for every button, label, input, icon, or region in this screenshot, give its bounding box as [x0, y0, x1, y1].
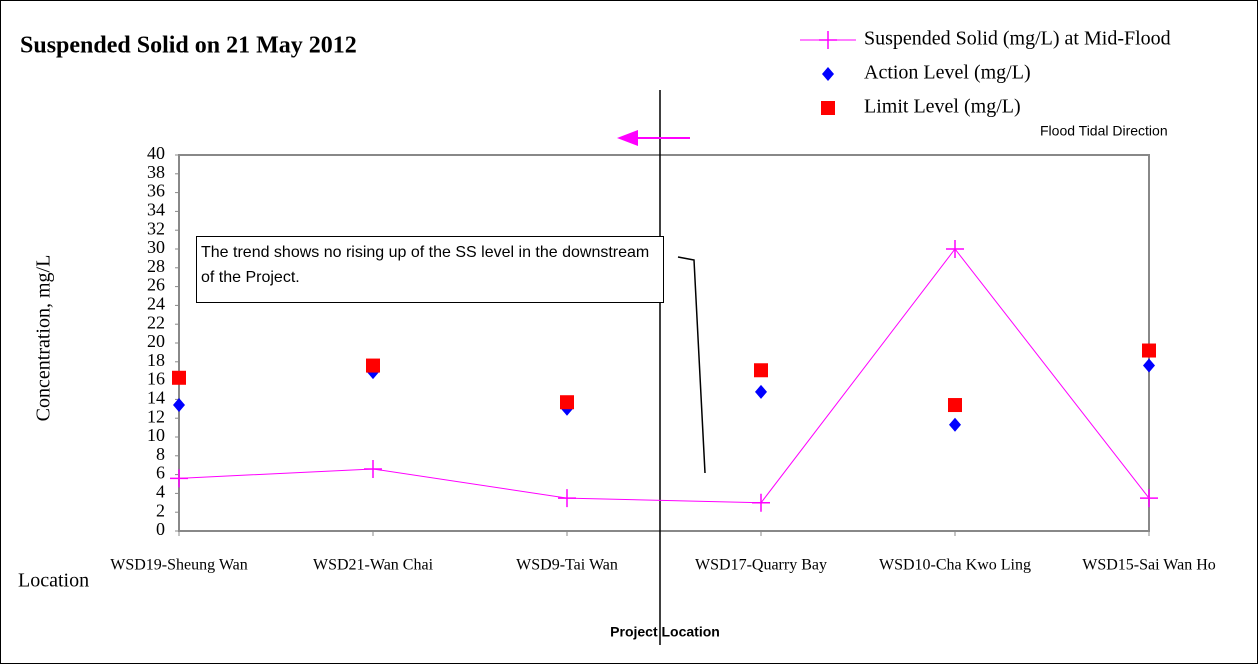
marker-square	[366, 358, 380, 373]
marker-plus	[558, 489, 576, 508]
x-tick-label: WSD9-Tai Wan	[516, 557, 618, 574]
x-tick-label: WSD21-Wan Chai	[313, 557, 434, 574]
marker-diamond	[949, 417, 961, 432]
y-tick-label: 24	[147, 294, 165, 314]
marker-plus	[946, 240, 964, 258]
y-tick-label: 6	[156, 463, 165, 483]
y-tick-label: 26	[147, 275, 165, 295]
x-tick-label: WSD15-Sai Wan Ho	[1082, 557, 1216, 574]
chart-title: Suspended Solid on 21 May 2012	[20, 33, 357, 59]
x-tick-label: WSD17-Quarry Bay	[695, 557, 827, 574]
legend-marker	[822, 67, 834, 81]
marker-square	[560, 395, 574, 410]
y-tick-label: 14	[147, 388, 165, 408]
project-location: Project Location	[610, 624, 720, 640]
y-tick-label: 22	[147, 312, 165, 332]
y-tick-label: 32	[147, 218, 165, 238]
marker-square	[172, 370, 186, 385]
y-tick-label: 20	[147, 331, 165, 351]
y-tick-label: 40	[147, 143, 165, 163]
y-tick-label: 8	[156, 444, 165, 464]
y-tick-label: 2	[156, 500, 165, 520]
marker-square	[1142, 343, 1156, 358]
y-tick-label: 30	[147, 237, 165, 257]
marker-plus	[1140, 489, 1158, 508]
legend-label: Suspended Solid (mg/L) at Mid-Flood	[864, 28, 1171, 50]
x-tick-label: WSD19-Sheung Wan	[110, 557, 248, 574]
legend-marker	[819, 31, 837, 49]
y-tick-label: 0	[156, 519, 165, 539]
y-tick-label: 12	[147, 406, 165, 426]
marker-diamond	[755, 384, 767, 399]
callout-leader	[677, 256, 706, 474]
y-tick-label: 28	[147, 256, 165, 276]
callout: The trend shows no rising up of the SS l…	[196, 236, 664, 303]
marker-plus	[752, 493, 770, 512]
flood-direction: Flood Tidal Direction	[1040, 123, 1168, 139]
callout-text: The trend shows no rising up of the SS l…	[196, 236, 664, 303]
series-line	[178, 248, 1150, 504]
marker-square	[948, 398, 962, 413]
legend-label: Limit Level (mg/L)	[864, 96, 1021, 118]
y-tick-label: 36	[147, 181, 165, 201]
marker-plus	[364, 459, 382, 478]
legend-marker	[821, 101, 835, 115]
legend-label: Action Level (mg/L)	[864, 62, 1031, 84]
y-tick-label: 38	[147, 162, 165, 182]
x-axis-label: Location	[18, 570, 89, 592]
y-axis-label: Concentration, mg/L	[33, 255, 55, 422]
marker-diamond	[173, 398, 185, 413]
y-tick-label: 18	[147, 350, 165, 370]
x-tick-label: WSD10-Cha Kwo Ling	[879, 557, 1031, 574]
marker-square	[754, 363, 768, 378]
y-tick-label: 16	[147, 369, 165, 389]
y-tick-label: 10	[147, 425, 165, 445]
marker-plus	[170, 469, 188, 488]
flood-arrow-head	[617, 130, 638, 146]
y-tick-label: 34	[147, 200, 165, 220]
marker-diamond	[1143, 358, 1155, 373]
y-tick-label: 4	[156, 482, 165, 502]
